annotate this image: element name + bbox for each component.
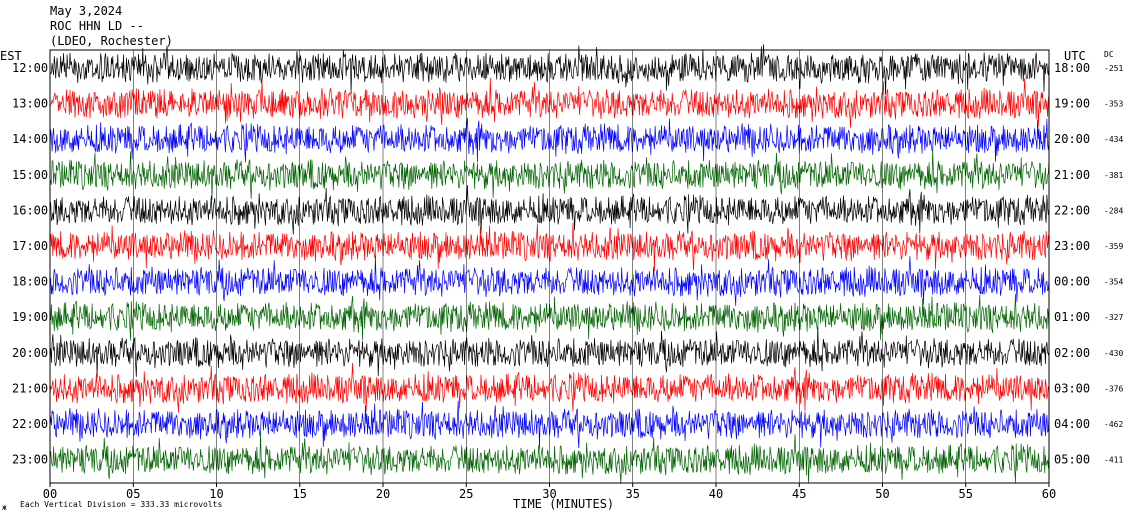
x-tick-label-30: 30: [542, 487, 556, 501]
scale-note: Each Vertical Division = 333.33 microvol…: [20, 500, 222, 509]
utc-label-0100: 01:00: [1054, 310, 1090, 324]
x-tick-label-45: 45: [792, 487, 806, 501]
x-tick-label-25: 25: [459, 487, 473, 501]
utc-label-2100: 21:00: [1054, 168, 1090, 182]
dc-value-2200: -462: [1104, 420, 1123, 429]
x-tick-label-50: 50: [875, 487, 889, 501]
utc-label-2000: 20:00: [1054, 132, 1090, 146]
utc-label-2200: 22:00: [1054, 203, 1090, 217]
dc-value-1500: -381: [1104, 171, 1123, 180]
dc-value-1900: -327: [1104, 313, 1123, 322]
header-institution: (LDEO, Rochester): [50, 34, 173, 48]
dc-value-1400: -434: [1104, 135, 1123, 144]
dc-value-1200: -251: [1104, 64, 1123, 73]
utc-label-1800: 18:00: [1054, 61, 1090, 75]
dc-value-1700: -359: [1104, 242, 1123, 251]
est-axis-label: EST: [0, 49, 22, 63]
est-label-1800: 18:00: [12, 275, 48, 289]
utc-label-0500: 05:00: [1054, 453, 1090, 467]
utc-label-0300: 03:00: [1054, 381, 1090, 395]
utc-label-1900: 19:00: [1054, 97, 1090, 111]
x-tick-label-20: 20: [376, 487, 390, 501]
dc-value-2300: -411: [1104, 456, 1123, 465]
est-label-1400: 14:00: [12, 132, 48, 146]
dc-value-2000: -430: [1104, 349, 1123, 358]
utc-label-0400: 04:00: [1054, 417, 1090, 431]
utc-axis-label: UTC: [1064, 49, 1086, 63]
header-date: May 3,2024: [50, 4, 123, 18]
x-tick-label-55: 55: [959, 487, 973, 501]
est-label-2000: 20:00: [12, 346, 48, 360]
est-label-1300: 13:00: [12, 97, 48, 111]
x-tick-label-35: 35: [626, 487, 640, 501]
x-axis-title: TIME (MINUTES): [513, 497, 614, 511]
x-tick-label-10: 10: [209, 487, 223, 501]
utc-label-0000: 00:00: [1054, 275, 1090, 289]
est-label-1700: 17:00: [12, 239, 48, 253]
dc-column-label: DC: [1104, 50, 1114, 59]
x-tick-label-05: 05: [126, 487, 140, 501]
est-label-2300: 23:00: [12, 453, 48, 467]
x-tick-label-00: 00: [43, 487, 57, 501]
minute-gridlines: [133, 50, 966, 483]
dc-value-1300: -353: [1104, 100, 1123, 109]
x-tick-label-40: 40: [709, 487, 723, 501]
est-label-1900: 19:00: [12, 310, 48, 324]
header-station: ROC HHN LD --: [50, 19, 144, 33]
x-tick-label-15: 15: [293, 487, 307, 501]
dc-value-2100: -376: [1104, 384, 1123, 393]
row-label-group: 12:00 18:00 -251 13:00 19:00 -353 14:00 20:00 -4…: [12, 61, 1123, 467]
dc-value-1800: -354: [1104, 278, 1123, 287]
utc-label-2300: 23:00: [1054, 239, 1090, 253]
est-label-1600: 16:00: [12, 203, 48, 217]
est-label-2200: 22:00: [12, 417, 48, 431]
est-label-1200: 12:00: [12, 61, 48, 75]
utc-label-0200: 02:00: [1054, 346, 1090, 360]
est-label-1500: 15:00: [12, 168, 48, 182]
est-label-2100: 21:00: [12, 381, 48, 395]
corner-mark: ж: [2, 503, 7, 512]
x-tick-label-60: 60: [1042, 487, 1056, 501]
x-tick-group: 00 05 10 15 20 25 30 35 40 45 50 55 60: [43, 483, 1056, 501]
dc-value-1600: -284: [1104, 206, 1123, 215]
